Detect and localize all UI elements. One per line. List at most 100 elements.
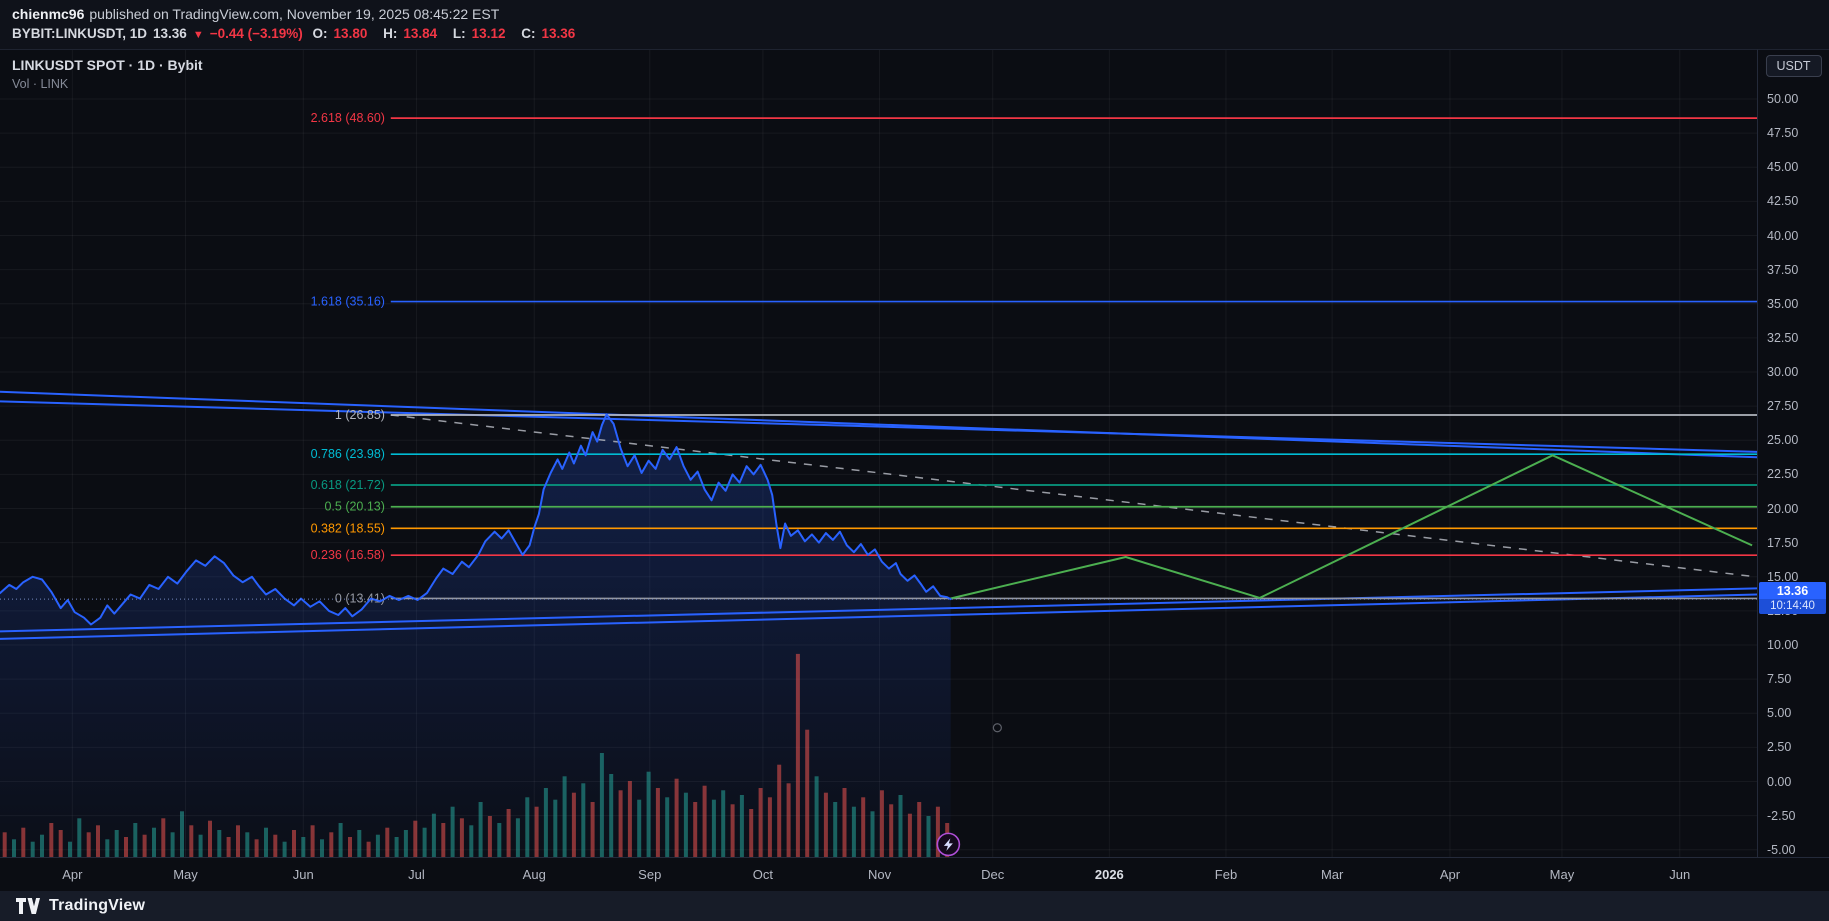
time-axis-label: May xyxy=(1549,867,1575,882)
time-axis-label: Apr xyxy=(62,867,83,882)
volume-bar xyxy=(310,825,315,858)
volume-bar xyxy=(693,802,698,858)
dashed-trendline[interactable] xyxy=(390,414,1750,577)
price-pane[interactable]: 2.618 (48.60) 1.618 (35.16) 1 (26.85) 0.786… xyxy=(0,49,1757,858)
fib-level-label: 0.382 (18.55) xyxy=(311,521,385,535)
volume-bar xyxy=(292,830,296,858)
volume-bar xyxy=(198,834,203,858)
volume-bar xyxy=(459,818,464,858)
trend-line[interactable] xyxy=(0,593,1757,640)
price-axis-label: 42.50 xyxy=(1767,194,1799,209)
fib-level-label: 2.618 (48.60) xyxy=(311,111,385,125)
volume-bar xyxy=(879,790,884,858)
price-axis-label: 37.50 xyxy=(1767,262,1799,277)
volume-bar xyxy=(264,827,268,858)
time-axis-label: Jul xyxy=(408,867,425,882)
volume-bar xyxy=(646,771,651,858)
volume-bar xyxy=(273,834,278,858)
price-axis-label: 15.00 xyxy=(1767,569,1799,584)
time-axis-label: May xyxy=(173,867,198,882)
volume-bar xyxy=(674,778,679,858)
volume-bar xyxy=(749,809,754,858)
time-axis-label: Apr xyxy=(1439,867,1461,882)
time-axis-label: Dec xyxy=(981,867,1005,882)
time-axis[interactable]: Apr May Jun Jul Aug Sep Oct Nov Dec 2026 Feb Mar Apr… xyxy=(0,857,1829,891)
volume-bar xyxy=(478,802,483,858)
trend-line[interactable] xyxy=(0,587,1757,633)
volume-bar xyxy=(450,806,455,858)
volume-bar xyxy=(114,830,119,858)
projection-line[interactable] xyxy=(950,454,1753,600)
volume-bar xyxy=(833,802,838,858)
fib-level-label: 0 (13.41) xyxy=(335,591,385,605)
volume-bar xyxy=(30,841,35,858)
volume-bar xyxy=(702,785,707,858)
volume-bar xyxy=(441,823,446,858)
price-axis-label: 27.50 xyxy=(1767,399,1799,414)
price-axis-label: 7.50 xyxy=(1767,672,1792,687)
symbol-status-line: BYBIT:LINKUSDT, 1D 13.36 ▼ −0.44 (−3.19%) O… xyxy=(12,25,1829,44)
trend-line[interactable] xyxy=(0,400,1757,453)
volume-bar xyxy=(553,799,558,858)
tradingview-logo[interactable] xyxy=(16,897,40,915)
volume-bar xyxy=(245,832,250,858)
price-axis-label: 45.00 xyxy=(1767,160,1799,175)
time-axis-label: Feb xyxy=(1214,867,1238,882)
time-axis-label: 2026 xyxy=(1094,867,1124,882)
volume-bar xyxy=(571,792,576,858)
volume-bar xyxy=(413,820,418,858)
volume-bar xyxy=(599,753,604,858)
time-axis-label: Jun xyxy=(1669,867,1691,882)
volume-bar xyxy=(515,818,520,858)
fib-level-label: 0.5 (20.13) xyxy=(324,500,384,514)
volume-bar xyxy=(208,820,212,858)
legend-volume[interactable]: Vol · LINK xyxy=(12,77,69,91)
volume-bar xyxy=(721,790,726,858)
volume-bar xyxy=(236,825,240,858)
price-chart[interactable]: 2.618 (48.60) 1.618 (35.16) 1 (26.85) 0.786… xyxy=(0,50,1757,858)
price-axis-label: 22.50 xyxy=(1767,467,1799,482)
time-axis-label: Aug xyxy=(522,867,546,882)
volume-bar xyxy=(142,834,147,858)
badge-countdown: 10:14:40 xyxy=(1759,599,1826,615)
trend-line[interactable] xyxy=(0,390,1757,459)
volume-bar xyxy=(823,792,828,858)
price-axis-label: 47.50 xyxy=(1767,126,1799,141)
volume-bar xyxy=(609,774,614,858)
volume-bar xyxy=(320,839,324,858)
volume-bar xyxy=(917,802,922,858)
price-axis-label: -5.00 xyxy=(1767,842,1796,857)
price-change: −0.44 (−3.19%) xyxy=(209,26,303,41)
volume-bar xyxy=(469,825,474,858)
volume-bar xyxy=(562,776,567,858)
drawing-anchor-icon[interactable] xyxy=(992,723,1002,733)
price-axis[interactable]: USDT 50.00 47.50 45.00 42.50 40.00 37.50 35.00… xyxy=(1757,49,1829,857)
volume-bar xyxy=(665,797,670,858)
footer: TradingView xyxy=(0,891,1829,921)
volume-bar xyxy=(403,830,408,858)
price-line[interactable] xyxy=(0,413,952,626)
volume-bar xyxy=(422,827,427,858)
volume-bar xyxy=(683,792,688,858)
close-label: C: 13.36 xyxy=(521,26,576,41)
volume-bar xyxy=(86,832,91,858)
close-value: 13.36 xyxy=(541,26,576,41)
low-value: 13.12 xyxy=(471,26,506,41)
volume-bar xyxy=(338,823,343,858)
volume-bar xyxy=(506,809,511,858)
volume-bar xyxy=(394,837,399,858)
price-axis-label: 25.00 xyxy=(1767,433,1799,448)
volume-bar xyxy=(77,818,82,858)
last-price: 13.36 xyxy=(153,26,187,41)
fib-level-label: 1.618 (35.16) xyxy=(311,295,385,309)
currency-toggle-button[interactable]: USDT xyxy=(1765,55,1822,77)
volume-bar xyxy=(68,841,72,858)
badge-price: 13.36 xyxy=(1759,582,1826,600)
volume-bar xyxy=(805,729,810,858)
time-axis-label: Oct xyxy=(752,867,774,882)
tradingview-wordmark[interactable]: TradingView xyxy=(49,897,146,914)
legend-symbol[interactable]: LINKUSDT SPOT · 1D · Bybit xyxy=(12,57,203,73)
volume-bar xyxy=(282,841,287,858)
volume-bar xyxy=(385,827,390,858)
